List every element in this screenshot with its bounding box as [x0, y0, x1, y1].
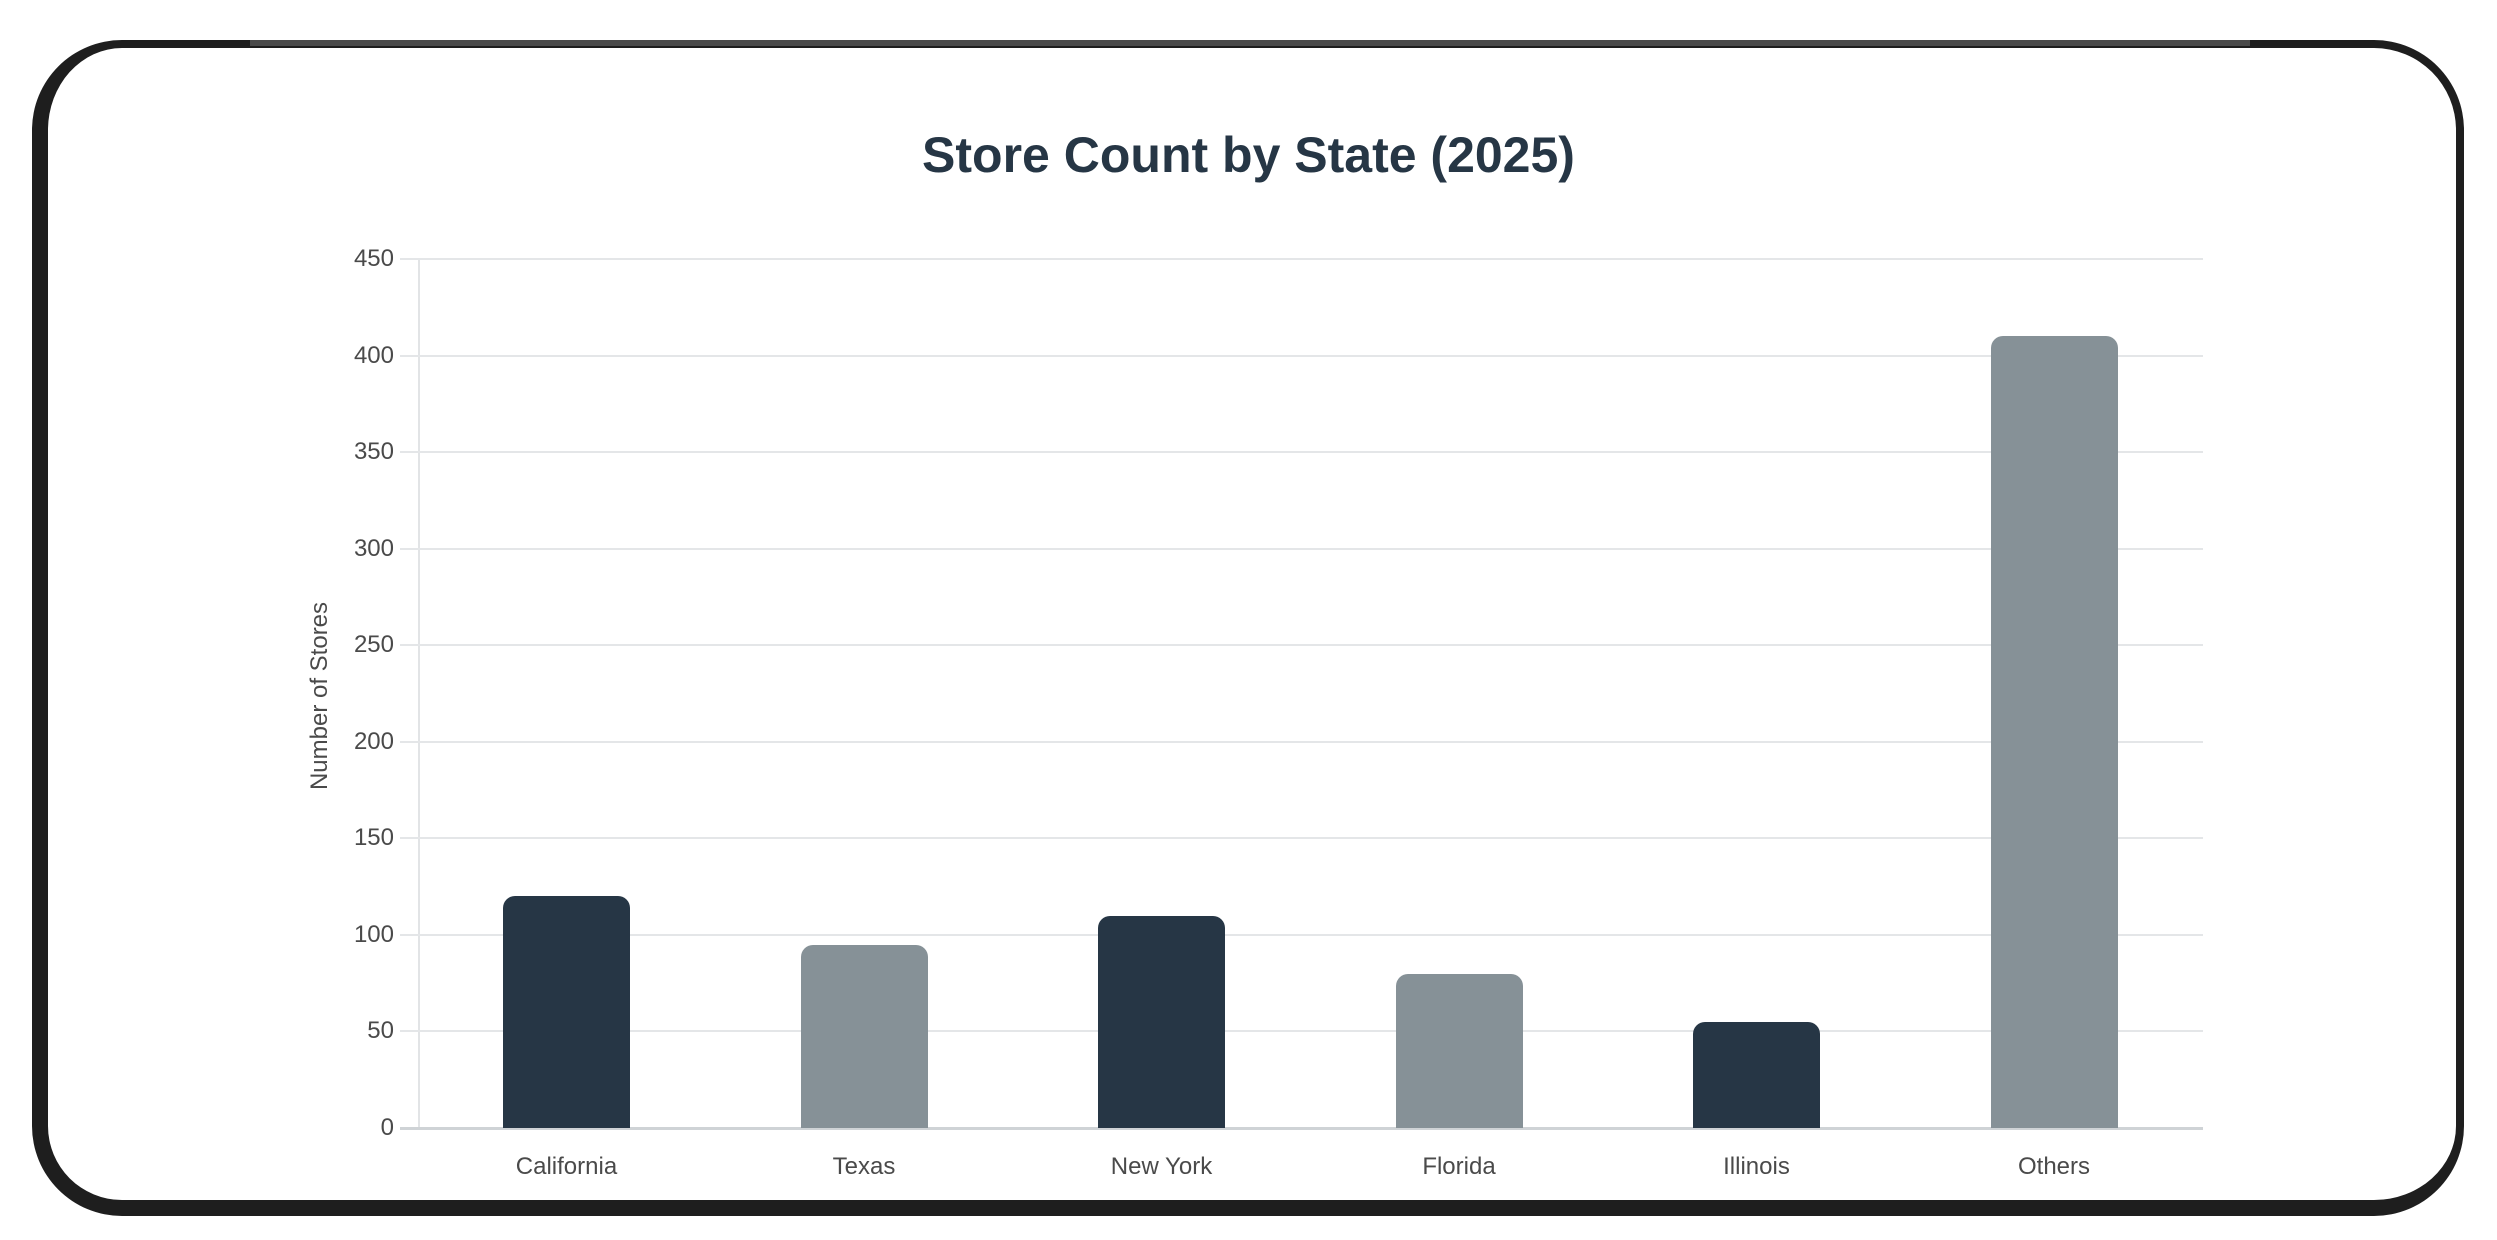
y-tick-label: 450 [353, 245, 394, 272]
y-tick-label: 50 [367, 1017, 394, 1045]
y-tick-label: 300 [353, 534, 394, 562]
x-tick-label: California [515, 1153, 618, 1180]
gridline [400, 740, 2203, 743]
gridline [400, 258, 2203, 260]
gridline [400, 451, 2203, 454]
y-tick-label: 200 [353, 727, 394, 755]
y-tick-label: 100 [353, 920, 394, 948]
y-tick-label: 350 [353, 438, 394, 466]
gridline [400, 1127, 2203, 1130]
gridline [400, 837, 2203, 840]
y-tick-label: 0 [380, 1114, 394, 1141]
x-tick-label: New York [1110, 1153, 1213, 1180]
chart-title: Store Count by State (2025) [922, 127, 1575, 183]
bar-illinois[interactable] [1693, 1021, 1821, 1128]
x-tick-label: Texas [832, 1153, 896, 1180]
y-tick-label: 150 [353, 824, 394, 852]
bar-new-york[interactable] [1098, 915, 1226, 1128]
gridline [400, 933, 2203, 936]
gridline [400, 547, 2203, 550]
gridline [400, 644, 2203, 647]
bar-california[interactable] [503, 896, 631, 1128]
y-tick-label: 400 [353, 341, 394, 369]
x-tick-label: Others [2017, 1153, 2091, 1180]
frame-top-band [250, 40, 2250, 46]
y-axis-title: Number of Stores [306, 601, 333, 791]
x-tick-label: Illinois [1723, 1153, 1790, 1180]
bar-others[interactable] [1990, 336, 2118, 1128]
bar-texas[interactable] [800, 944, 928, 1128]
y-axis-line [418, 259, 420, 1128]
y-tick-label: 250 [353, 631, 394, 659]
plot-area: California Texas New York Florida Illinois Ot… [400, 258, 2203, 1180]
bar-florida[interactable] [1395, 973, 1523, 1128]
gridline [400, 1030, 2203, 1033]
x-tick-label: Florida [1422, 1153, 1496, 1180]
gridline [400, 354, 2203, 357]
